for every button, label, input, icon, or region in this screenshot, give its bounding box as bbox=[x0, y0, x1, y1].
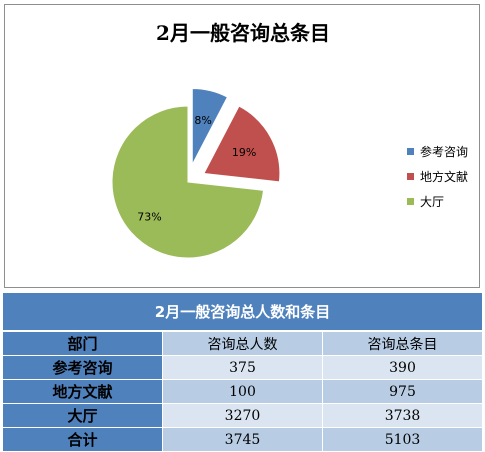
legend-swatch bbox=[407, 148, 414, 155]
cell-people: 100 bbox=[162, 379, 323, 404]
table-title-row: 2月一般咨询总人数和条目 bbox=[1, 292, 484, 332]
chart-title: 2月一般咨询总条目 bbox=[156, 21, 330, 45]
legend-item: 大厅 bbox=[407, 189, 468, 214]
pie-chart: 8% 19% 73% bbox=[111, 88, 281, 259]
pie-slice-3 bbox=[111, 105, 265, 259]
cell-items: 975 bbox=[321, 379, 484, 404]
data-table: 2月一般咨询总人数和条目 部门 咨询总人数 咨询总条目 参考咨询 375 390… bbox=[1, 292, 484, 452]
table-title: 2月一般咨询总人数和条目 bbox=[1, 292, 484, 332]
legend-swatch bbox=[407, 198, 414, 205]
cell-people: 3745 bbox=[162, 427, 323, 452]
row-label: 参考咨询 bbox=[2, 355, 163, 380]
header-people: 咨询总人数 bbox=[162, 330, 323, 356]
pie-slice-1 bbox=[191, 88, 229, 165]
legend-label: 地方文献 bbox=[420, 170, 469, 184]
row-label: 地方文献 bbox=[2, 379, 163, 404]
legend-label: 参考咨询 bbox=[420, 145, 469, 159]
header-dept: 部门 bbox=[2, 330, 163, 356]
pie-slice-2 bbox=[203, 105, 281, 183]
table-row: 参考咨询 375 390 bbox=[2, 355, 484, 380]
legend-label: 大厅 bbox=[420, 195, 445, 209]
cell-items: 5103 bbox=[321, 427, 484, 452]
table-row: 合计 3745 5103 bbox=[2, 427, 484, 452]
legend: 参考咨询 地方文献 大厅 bbox=[407, 139, 468, 214]
slice-label: 73% bbox=[137, 210, 161, 223]
chart-area: 2月一般咨询总条目 8% 19% 73% 参考咨询 地方文献 大厅 bbox=[4, 4, 480, 288]
table-row: 大厅 3270 3738 bbox=[2, 403, 484, 428]
cell-items: 3738 bbox=[321, 403, 484, 428]
legend-item: 参考咨询 bbox=[407, 139, 468, 164]
table-row: 地方文献 100 975 bbox=[2, 379, 484, 404]
cell-people: 3270 bbox=[162, 403, 323, 428]
header-items: 咨询总条目 bbox=[321, 330, 484, 356]
cell-people: 375 bbox=[162, 355, 323, 380]
legend-item: 地方文献 bbox=[407, 164, 468, 189]
slice-label: 19% bbox=[232, 146, 256, 159]
slice-label: 8% bbox=[194, 114, 211, 127]
table-header-row: 部门 咨询总人数 咨询总条目 bbox=[2, 330, 484, 356]
row-label: 大厅 bbox=[2, 403, 163, 428]
legend-swatch bbox=[407, 173, 414, 180]
row-label: 合计 bbox=[2, 427, 163, 452]
cell-items: 390 bbox=[321, 355, 484, 380]
